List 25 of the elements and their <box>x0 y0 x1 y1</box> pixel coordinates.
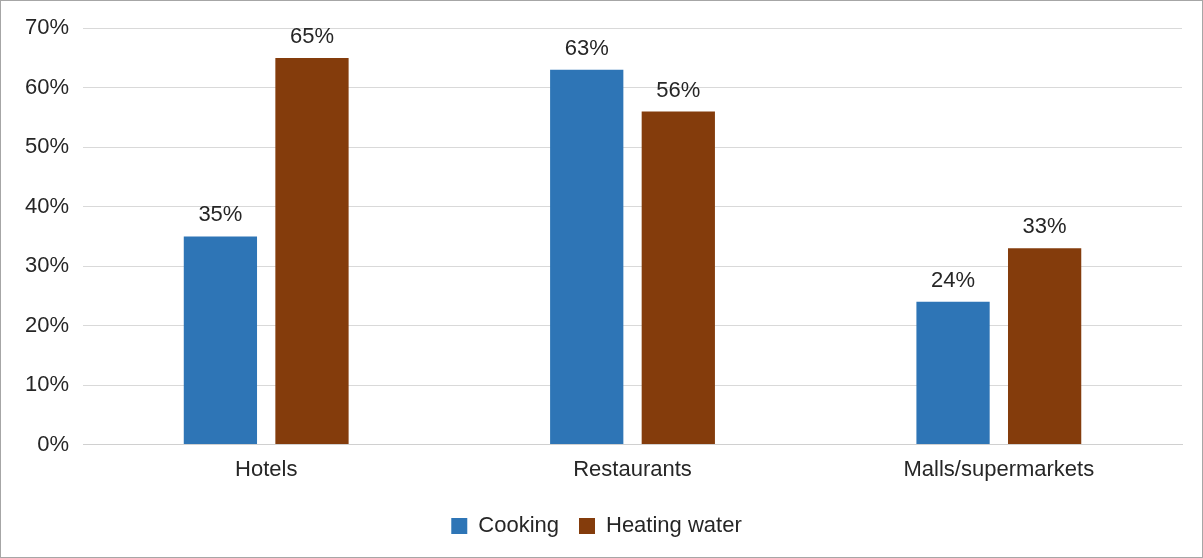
legend-label: Cooking <box>478 512 559 538</box>
bar <box>183 236 258 445</box>
data-label: 65% <box>289 23 335 49</box>
y-tick-label: 30% <box>24 252 70 278</box>
y-tick-label: 70% <box>24 14 70 40</box>
data-label: 33% <box>1022 213 1067 239</box>
bar <box>1008 248 1082 445</box>
y-tick-label: 0% <box>37 430 70 456</box>
bar <box>275 57 349 445</box>
bar <box>641 111 715 445</box>
data-label: 35% <box>198 201 243 227</box>
y-tick-label: 10% <box>24 371 70 397</box>
legend-label: Heating water <box>605 512 742 538</box>
y-tick-label: 40% <box>24 192 70 218</box>
x-tick-label: Restaurants <box>573 455 692 481</box>
x-tick-label: Hotels <box>235 455 298 481</box>
y-tick-label: 20% <box>24 311 70 337</box>
x-tick-label: Malls/supermarkets <box>903 455 1095 481</box>
data-label: 56% <box>656 76 701 102</box>
y-tick-label: 50% <box>24 133 70 159</box>
bar <box>550 69 624 445</box>
y-tick-label: 60% <box>24 73 70 99</box>
data-label: 63% <box>564 34 609 60</box>
bar <box>916 301 990 445</box>
data-label: 24% <box>931 266 976 292</box>
